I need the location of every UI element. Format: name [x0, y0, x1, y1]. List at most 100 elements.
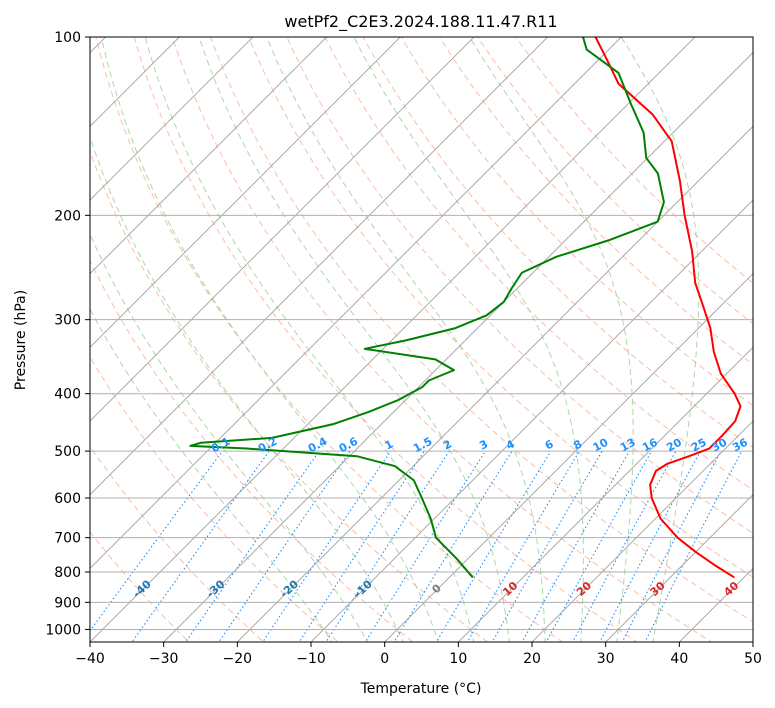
y-tick-label: 300 [54, 313, 81, 329]
y-tick-label: 600 [54, 491, 81, 507]
mixing-ratio-line [435, 450, 552, 642]
isotherm-label: 10 [500, 579, 520, 599]
isotherm-line [90, 37, 254, 201]
y-tick-label: 400 [54, 387, 81, 403]
y-tick-label: 100 [54, 30, 81, 46]
isotherm-line [90, 37, 328, 275]
x-axis-label: Temperature (°C) [360, 681, 482, 697]
x-tick-label: −10 [296, 651, 326, 667]
mixing-ratio-label: 0.1 [209, 435, 232, 456]
x-axis-ticks: −40 −30 −20 −10 0 10 20 30 40 50 [75, 642, 762, 667]
isotherm-line [90, 37, 401, 348]
dry-adiabat [362, 37, 753, 449]
y-axis-ticks: 100 200 300 400 500 600 700 800 900 1000 [45, 30, 90, 638]
plot-frame [89, 36, 754, 643]
x-tick-label: 40 [670, 651, 688, 667]
moist-adiabat [90, 233, 369, 642]
isotherm-line [236, 125, 753, 642]
mixing-ratio-line [466, 450, 580, 642]
dry-adiabat [90, 531, 190, 642]
x-tick-label: −20 [223, 651, 253, 667]
dry-adiabat [438, 37, 753, 366]
mixing-ratio-label: 1 [383, 437, 396, 452]
moist-adiabat [266, 37, 546, 642]
mixing-ratio-line [325, 450, 450, 642]
x-tick-label: 30 [597, 651, 615, 667]
x-tick-label: −40 [75, 651, 105, 667]
mixing-ratio-line [298, 450, 425, 642]
x-tick-label: −30 [149, 651, 179, 667]
y-tick-label: 1000 [45, 622, 81, 638]
isotherm-line [310, 199, 753, 642]
dry-adiabat [286, 37, 753, 534]
mixing-ratio-label: 13 [618, 436, 638, 455]
mixing-ratio-line [131, 450, 270, 642]
y-tick-label: 800 [54, 565, 81, 581]
isotherm-line [90, 37, 180, 127]
moist-adiabat [144, 37, 475, 642]
isotherm-line [90, 37, 549, 496]
x-tick-label: 50 [744, 651, 762, 667]
mixing-ratio-label: 25 [689, 436, 709, 455]
isotherm-line [90, 37, 622, 569]
dry-adiabat [95, 37, 564, 642]
mixing-ratio-label: 0.6 [337, 435, 361, 456]
dry-adiabat [400, 37, 753, 407]
mixing-ratio-label: 2 [441, 437, 454, 452]
dry-adiabat [515, 37, 753, 284]
x-tick-label: 20 [523, 651, 541, 667]
mixing-ratio-line [90, 450, 223, 632]
isotherm-line [0, 10, 59, 654]
isotherm-label: 20 [574, 579, 594, 599]
y-tick-label: 900 [54, 595, 81, 611]
y-tick-label: 500 [54, 444, 81, 460]
y-axis-label: Pressure (hPa) [13, 290, 29, 390]
isotherm-line [90, 37, 475, 422]
mixing-ratio-label: 0.4 [306, 435, 330, 456]
x-tick-label: 0 [380, 651, 389, 667]
isotherm-line [90, 37, 696, 642]
y-tick-label: 200 [54, 208, 81, 224]
isotherm-line [678, 567, 753, 642]
isotherm-line [163, 52, 753, 642]
isotherm-line [531, 420, 753, 642]
moist-adiabat [469, 37, 634, 642]
dry-adiabat [171, 37, 713, 642]
grid [0, 10, 753, 654]
dry-adiabat [209, 37, 753, 623]
mixing-ratio-line [262, 450, 392, 642]
dry-adiabat [90, 259, 414, 642]
mixing-ratio-label: 1.5 [411, 435, 434, 456]
mixing-ratio-label: 30 [710, 436, 730, 455]
moist-adiabat [198, 37, 510, 642]
mixing-ratio-label: 4 [504, 437, 517, 452]
dry-adiabat [90, 445, 265, 642]
isotherm-label: -10 [351, 577, 375, 600]
mixing-ratio-line [644, 450, 743, 642]
temperature-profile [594, 37, 742, 579]
dry-adiabat [248, 37, 753, 578]
mixing-ratio-label: 10 [591, 436, 611, 455]
mixing-ratio-label: 16 [640, 436, 660, 455]
moist-adiabat [90, 308, 333, 642]
isotherm-line [384, 273, 753, 642]
moist-adiabat [620, 37, 700, 642]
reference-lines [90, 37, 753, 642]
isotherm-label: 30 [648, 579, 668, 599]
y-tick-label: 700 [54, 531, 81, 547]
isotherm-line [752, 641, 753, 642]
x-tick-label: 10 [449, 651, 467, 667]
moist-adiabat [100, 37, 439, 642]
moist-adiabat [353, 37, 584, 642]
dewpoint-profile [189, 37, 665, 579]
dry-adiabat [133, 37, 638, 642]
isotherm-label: -40 [130, 577, 154, 600]
mixing-ratio-label: 3 [477, 437, 490, 452]
dry-adiabat [90, 356, 339, 642]
isotherm-label: 0 [429, 581, 444, 596]
data-series [189, 37, 742, 579]
isotherm-label: -30 [204, 577, 228, 600]
isotherm-line [605, 494, 753, 642]
chart-title: wetPf2_C2E3.2024.188.11.47.R11 [284, 12, 557, 32]
